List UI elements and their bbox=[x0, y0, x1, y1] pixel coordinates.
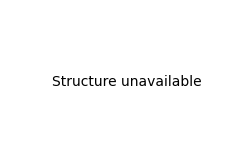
Text: Structure unavailable: Structure unavailable bbox=[52, 75, 201, 89]
